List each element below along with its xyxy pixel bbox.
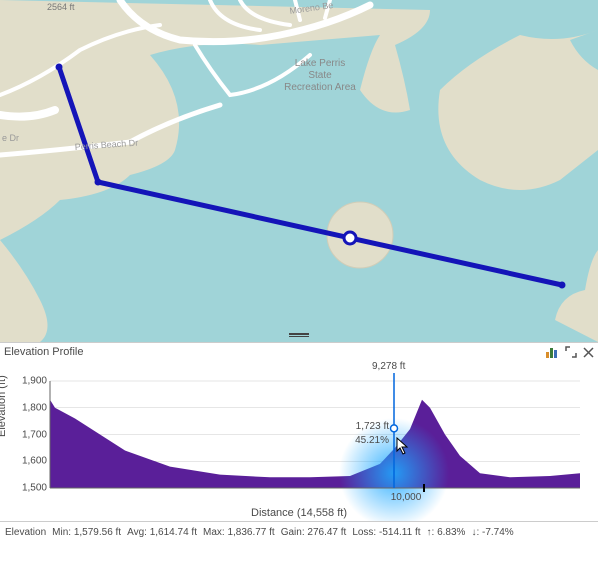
elevation-profile-panel: Elevation Profile Elevation (ft) 1,9001,… [0, 342, 598, 542]
close-icon[interactable] [583, 347, 594, 358]
panel-toolbar [545, 346, 594, 358]
stat-loss: Loss: -514.11 ft [352, 527, 420, 538]
stats-label: Elevation [5, 527, 46, 538]
map-svg: 2564 ft Lake PerrisStateRecreation Area … [0, 0, 598, 342]
y-tick: 1,800 [22, 402, 47, 413]
stat-min: Min: 1,579.56 ft [52, 527, 121, 538]
panel-header: Elevation Profile [0, 343, 598, 361]
stat-up: ↑: 6.83% [427, 527, 466, 538]
panel-title: Elevation Profile [4, 346, 84, 358]
hover-slope-label: 45.21% [334, 435, 389, 446]
y-tick: 1,600 [22, 456, 47, 467]
elevation-chart[interactable]: Elevation (ft) 1,9001,8001,7001,6001,500… [0, 361, 598, 521]
y-tick: 1,900 [22, 376, 47, 387]
stat-down: ↓: -7.74% [471, 527, 513, 538]
x-tick-label: 10,000 [391, 492, 422, 503]
expand-icon[interactable] [565, 346, 577, 358]
stat-avg: Avg: 1,614.74 ft [127, 527, 197, 538]
y-tick: 1,500 [22, 483, 47, 494]
chart-options-icon[interactable] [545, 346, 559, 358]
stat-max: Max: 1,836.77 ft [203, 527, 275, 538]
svg-text:Lake PerrisStateRecreation Are: Lake PerrisStateRecreation Area [284, 58, 356, 93]
y-tick: 1,700 [22, 429, 47, 440]
hover-elevation-label: 1,723 ft [334, 421, 389, 432]
stat-gain: Gain: 276.47 ft [281, 527, 347, 538]
svg-text:e Dr: e Dr [2, 133, 19, 143]
x-axis-label: Distance (14,558 ft) [251, 507, 347, 519]
stats-bar: Elevation Min: 1,579.56 ft Avg: 1,614.74… [0, 521, 598, 543]
panel-resize-handle[interactable] [289, 332, 309, 338]
hover-distance-label: 9,278 ft [372, 361, 405, 372]
svg-text:2564 ft: 2564 ft [47, 2, 75, 12]
map-viewport[interactable]: 2564 ft Lake PerrisStateRecreation Area … [0, 0, 598, 342]
